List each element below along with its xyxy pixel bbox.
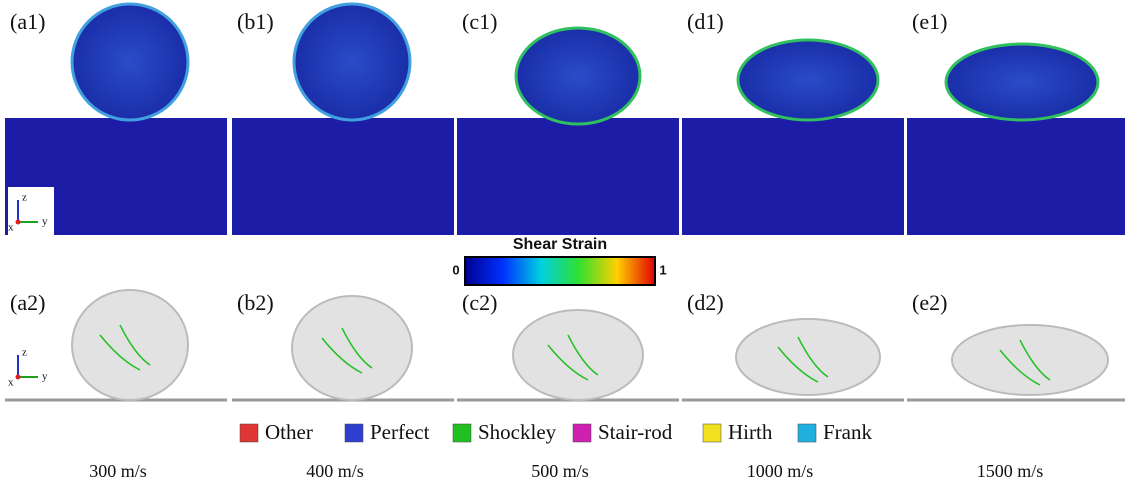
velocity: 500 m/s <box>531 461 589 481</box>
legend-swatch <box>573 424 591 442</box>
particle <box>294 4 410 120</box>
panel-label: (d2) <box>687 290 724 315</box>
axis-label: z <box>22 347 27 359</box>
panel-label: (c1) <box>462 9 497 34</box>
legend-swatch <box>798 424 816 442</box>
axis-label: z <box>22 192 27 204</box>
axis-label: y <box>42 216 48 228</box>
legend-label: Frank <box>823 420 872 444</box>
velocity: 300 m/s <box>89 461 147 481</box>
legend-label: Other <box>265 420 313 444</box>
legend-label: Perfect <box>370 420 430 444</box>
substrate <box>907 118 1125 235</box>
legend-swatch <box>703 424 721 442</box>
particle-outline <box>513 310 643 400</box>
axis-label: y <box>42 371 48 383</box>
panel-label: (b2) <box>237 290 274 315</box>
legend-swatch <box>345 424 363 442</box>
particle <box>516 28 640 124</box>
panel-label: (a1) <box>10 9 45 34</box>
figure: Shear Strain 0 1 (a1) (a2) 300 m/s (b1) (b2)… <box>0 0 1125 490</box>
legend-label: Shockley <box>478 420 557 444</box>
substrate <box>232 118 454 235</box>
particle <box>738 40 878 120</box>
colorbar-max: 1 <box>659 262 666 277</box>
particle-outline <box>736 319 880 395</box>
legend-label: Stair-rod <box>598 420 673 444</box>
axis-x <box>16 375 21 380</box>
panel-label: (e2) <box>912 290 947 315</box>
particle <box>946 44 1098 120</box>
particle-outline <box>72 290 188 400</box>
axis-x <box>16 220 21 225</box>
panel-label: (d1) <box>687 9 724 34</box>
velocity: 1000 m/s <box>747 461 814 481</box>
particle-outline <box>952 325 1108 395</box>
colorbar <box>465 257 655 285</box>
panel-label: (c2) <box>462 290 497 315</box>
colorbar-min: 0 <box>452 262 459 277</box>
legend-label: Hirth <box>728 420 773 444</box>
particle-outline <box>292 296 412 400</box>
colorbar-title: Shear Strain <box>513 236 607 253</box>
velocity: 400 m/s <box>306 461 364 481</box>
axis-label: x <box>8 222 14 234</box>
substrate <box>682 118 904 235</box>
panel-label: (e1) <box>912 9 947 34</box>
velocity: 1500 m/s <box>977 461 1044 481</box>
panel-label: (b1) <box>237 9 274 34</box>
legend-swatch <box>240 424 258 442</box>
legend-swatch <box>453 424 471 442</box>
substrate <box>457 118 679 235</box>
triad-box <box>8 187 54 235</box>
particle <box>72 4 188 120</box>
axis-label: x <box>8 377 14 389</box>
panel-label: (a2) <box>10 290 45 315</box>
